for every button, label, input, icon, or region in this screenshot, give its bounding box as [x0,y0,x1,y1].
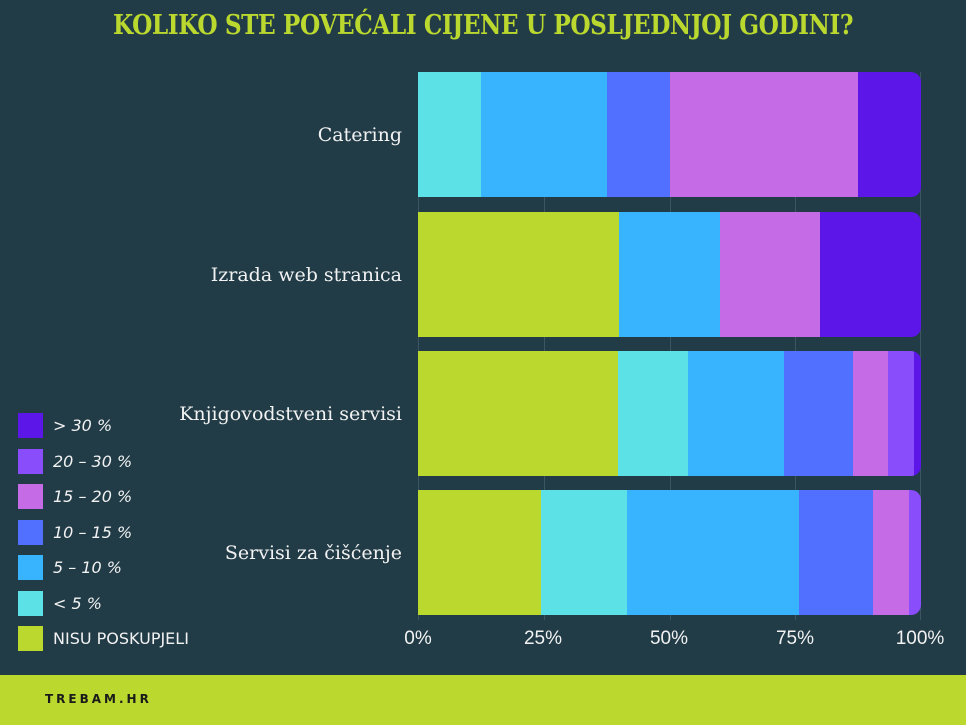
bar-segment[interactable] [606,72,670,197]
legend-item-20-30[interactable]: 20 – 30 % [18,444,189,480]
bar-segment[interactable] [617,351,689,476]
category-label: Knjigovodstveni servisi [179,403,402,425]
footer-band: TREBAM.HR [0,675,966,725]
x-tick-label: 25% [523,628,563,649]
bar-segment[interactable] [418,212,620,337]
brand-logo[interactable]: TREBAM.HR [45,692,152,706]
bar-segment[interactable] [853,351,889,476]
legend-item-5-10[interactable]: 5 – 10 % [18,550,189,586]
bar-segment[interactable] [418,72,481,197]
legend: > 30 % 20 – 30 % 15 – 20 % 10 – 15 % 5 –… [18,408,189,657]
bar-servisi-za-ciscenje[interactable] [418,490,921,615]
x-tick-label: 100% [895,628,945,649]
bar-segment[interactable] [798,490,873,615]
x-tick-label: 75% [775,628,815,649]
legend-label: 20 – 30 % [53,451,133,471]
bar-segment[interactable] [783,351,854,476]
legend-swatch [18,413,43,439]
gridline [418,72,419,620]
legend-item-over-30[interactable]: > 30 % [18,408,189,444]
bar-segment[interactable] [688,351,784,476]
category-label: Servisi za čišćenje [224,542,402,564]
bar-izrada-web-stranica[interactable] [418,212,921,337]
gridline [543,72,545,620]
bar-segment[interactable] [872,490,910,615]
bar-segment[interactable] [858,72,921,197]
chart-title: KOLIKO STE POVEĆALI CIJENE U POSLJEDNJOJ… [112,10,854,41]
bar-segment[interactable] [909,490,921,615]
legend-label: 15 – 20 % [53,487,133,507]
legend-swatch [18,448,43,474]
legend-swatch [18,484,43,510]
bar-segment[interactable] [719,212,821,337]
bar-segment[interactable] [669,72,859,197]
category-label: Izrada web stranica [210,264,402,286]
bar-segment[interactable] [913,351,921,476]
bar-segment[interactable] [619,212,720,337]
bar-segment[interactable] [418,351,618,476]
legend-label: 10 – 15 % [53,522,133,542]
plot-area [418,72,921,620]
gridline [920,72,921,620]
legend-swatch [18,590,43,616]
x-tick-label: 50% [649,628,689,649]
bar-knjigovodstveni-servisi[interactable] [418,351,921,476]
bar-segment[interactable] [888,351,914,476]
legend-swatch [18,519,43,545]
legend-item-10-15[interactable]: 10 – 15 % [18,515,189,551]
legend-item-nisu-poskupjeli[interactable]: NISU POSKUPJELI [18,621,189,657]
legend-item-15-20[interactable]: 15 – 20 % [18,479,189,515]
bar-segment[interactable] [820,212,921,337]
bar-segment[interactable] [418,490,542,615]
legend-label: 5 – 10 % [53,558,122,578]
bar-segment[interactable] [480,72,607,197]
legend-swatch [18,626,43,652]
legend-label: > 30 % [53,416,113,436]
gridline [669,72,671,620]
x-tick-label: 0% [404,628,432,649]
bar-segment[interactable] [541,490,627,615]
gridline [795,72,797,620]
legend-label: NISU POSKUPJELI [53,629,189,649]
bar-segment[interactable] [626,490,799,615]
category-label: Catering [317,124,402,146]
bar-catering[interactable] [418,72,921,197]
legend-swatch [18,555,43,581]
legend-item-under-5[interactable]: < 5 % [18,586,189,622]
legend-label: < 5 % [53,593,102,613]
